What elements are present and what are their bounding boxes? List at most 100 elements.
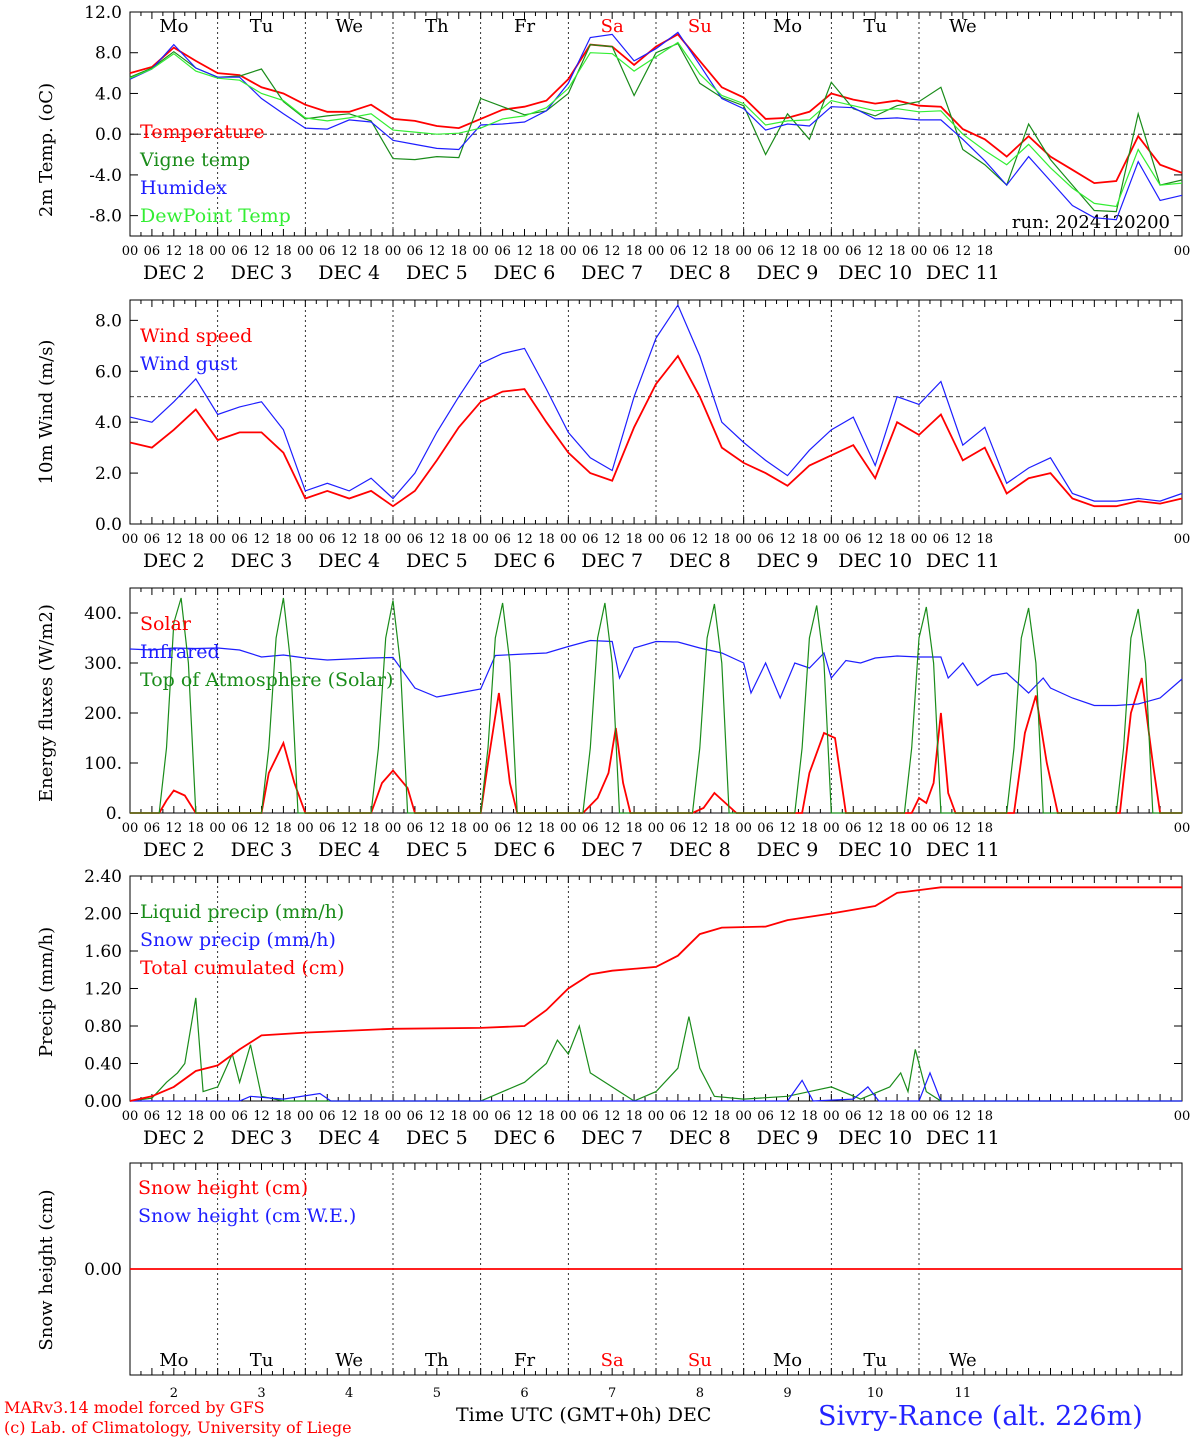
hour-label: 00 [385, 244, 402, 259]
hour-label: 18 [889, 532, 906, 547]
hour-label: 00 [735, 821, 752, 836]
hour-label: 18 [976, 244, 993, 259]
hour-label: 18 [889, 821, 906, 836]
model-credit: MARv3.14 model forced by GFS (c) Lab. of… [4, 1398, 352, 1438]
y-tick-label: 0.80 [84, 1017, 122, 1037]
hour-label: 00 [735, 244, 752, 259]
hour-label: 00 [1174, 244, 1191, 259]
y-tick-label: -8.0 [89, 207, 122, 227]
station-name: Sivry-Rance (alt. 226m) [818, 1401, 1143, 1432]
panel-5: 0.00 Snow height (cm) Mo Tu We Th Fr Sa Su Mo Tu We… [36, 1162, 1183, 1401]
weekday-label: Sa [601, 16, 624, 37]
date-label: DEC 6 [494, 839, 556, 861]
run-label: run: 2024120200 [1012, 212, 1170, 233]
hour-label: 06 [670, 1109, 687, 1124]
weekday-label: Mo [159, 1350, 188, 1371]
hour-label: 06 [582, 532, 599, 547]
weekday-label: Fr [514, 1350, 535, 1371]
date-label: DEC 3 [231, 839, 293, 861]
y-tick-label: 4.0 [95, 84, 122, 104]
hour-label: 12 [253, 244, 270, 259]
hour-label: 00 [297, 244, 314, 259]
y-tick-label: -4.0 [89, 166, 122, 186]
hour-label: 00 [648, 821, 665, 836]
date-label: DEC 9 [757, 839, 819, 861]
date-label: DEC 7 [581, 839, 643, 861]
hour-label: 00 [209, 1109, 226, 1124]
hour-label: 00 [560, 821, 577, 836]
hour-label: 06 [494, 532, 511, 547]
day-number: 5 [433, 1386, 441, 1401]
hour-label: 06 [757, 532, 774, 547]
y-tick-label: 0.0 [95, 515, 122, 535]
hour-label: 18 [187, 532, 204, 547]
hour-label: 18 [713, 1109, 730, 1124]
hour-label: 12 [692, 1109, 709, 1124]
hour-label: 18 [275, 1109, 292, 1124]
hour-label: 18 [363, 532, 380, 547]
hour-label: 06 [582, 244, 599, 259]
hour-label: 12 [516, 1109, 533, 1124]
legend-entry: DewPoint Temp [140, 205, 291, 227]
hour-label: 06 [933, 244, 950, 259]
hour-label: 18 [187, 244, 204, 259]
series-line [129, 31, 1183, 221]
date-label: DEC 11 [926, 550, 1000, 572]
legend-entry: Total cumulated (cm) [140, 957, 345, 979]
hour-label: 18 [626, 244, 643, 259]
hour-label: 18 [363, 821, 380, 836]
date-label: DEC 9 [757, 550, 819, 572]
hour-label: 00 [560, 244, 577, 259]
hour-label: 12 [429, 532, 446, 547]
hour-label: 12 [166, 244, 183, 259]
y-tick-label: 1.60 [84, 942, 122, 962]
hour-label: 12 [341, 821, 358, 836]
hour-label: 12 [867, 821, 884, 836]
hour-label: 18 [275, 532, 292, 547]
hour-label: 06 [582, 821, 599, 836]
hour-label: 06 [144, 821, 161, 836]
hour-label: 18 [713, 821, 730, 836]
hour-label: 12 [955, 1109, 972, 1124]
date-label: DEC 10 [838, 839, 912, 861]
x-axis-title: Time UTC (GMT+0h) DEC [456, 1404, 711, 1426]
hour-label: 00 [472, 244, 489, 259]
y-tick-label: 0.0 [95, 125, 122, 145]
hour-label: 06 [757, 1109, 774, 1124]
date-label: DEC 4 [318, 839, 380, 861]
hour-label: 00 [1174, 1109, 1191, 1124]
hour-label: 00 [648, 244, 665, 259]
hour-label: 12 [429, 1109, 446, 1124]
y-tick-label: 8.0 [95, 44, 122, 64]
day-number: 3 [257, 1386, 265, 1401]
hour-label: 00 [122, 821, 139, 836]
hour-label: 12 [779, 244, 796, 259]
hour-label: 06 [670, 532, 687, 547]
hour-label: 00 [472, 532, 489, 547]
hour-label: 18 [538, 532, 555, 547]
day-number: 9 [783, 1386, 791, 1401]
hour-label: 00 [648, 1109, 665, 1124]
date-label: DEC 7 [581, 550, 643, 572]
series-line [129, 997, 1182, 1102]
hour-label: 12 [166, 821, 183, 836]
series-line [130, 1071, 1182, 1102]
date-label: DEC 10 [838, 550, 912, 572]
hour-label: 06 [845, 821, 862, 836]
day-number: 8 [696, 1386, 704, 1401]
hour-label: 06 [845, 532, 862, 547]
hour-label: 00 [823, 821, 840, 836]
legend-entry: Top of Atmosphere (Solar) [140, 669, 393, 691]
hour-label: 18 [538, 1109, 555, 1124]
hour-label: 12 [955, 532, 972, 547]
date-label: DEC 5 [406, 839, 468, 861]
day-number: 11 [955, 1386, 972, 1401]
hour-label: 06 [494, 821, 511, 836]
weekday-label: Sa [601, 1350, 624, 1371]
hour-label: 12 [429, 244, 446, 259]
date-label: DEC 3 [231, 1127, 293, 1149]
series-line [130, 597, 1182, 814]
hour-label: 06 [319, 1109, 336, 1124]
hour-label: 06 [933, 532, 950, 547]
hour-label: 18 [538, 244, 555, 259]
